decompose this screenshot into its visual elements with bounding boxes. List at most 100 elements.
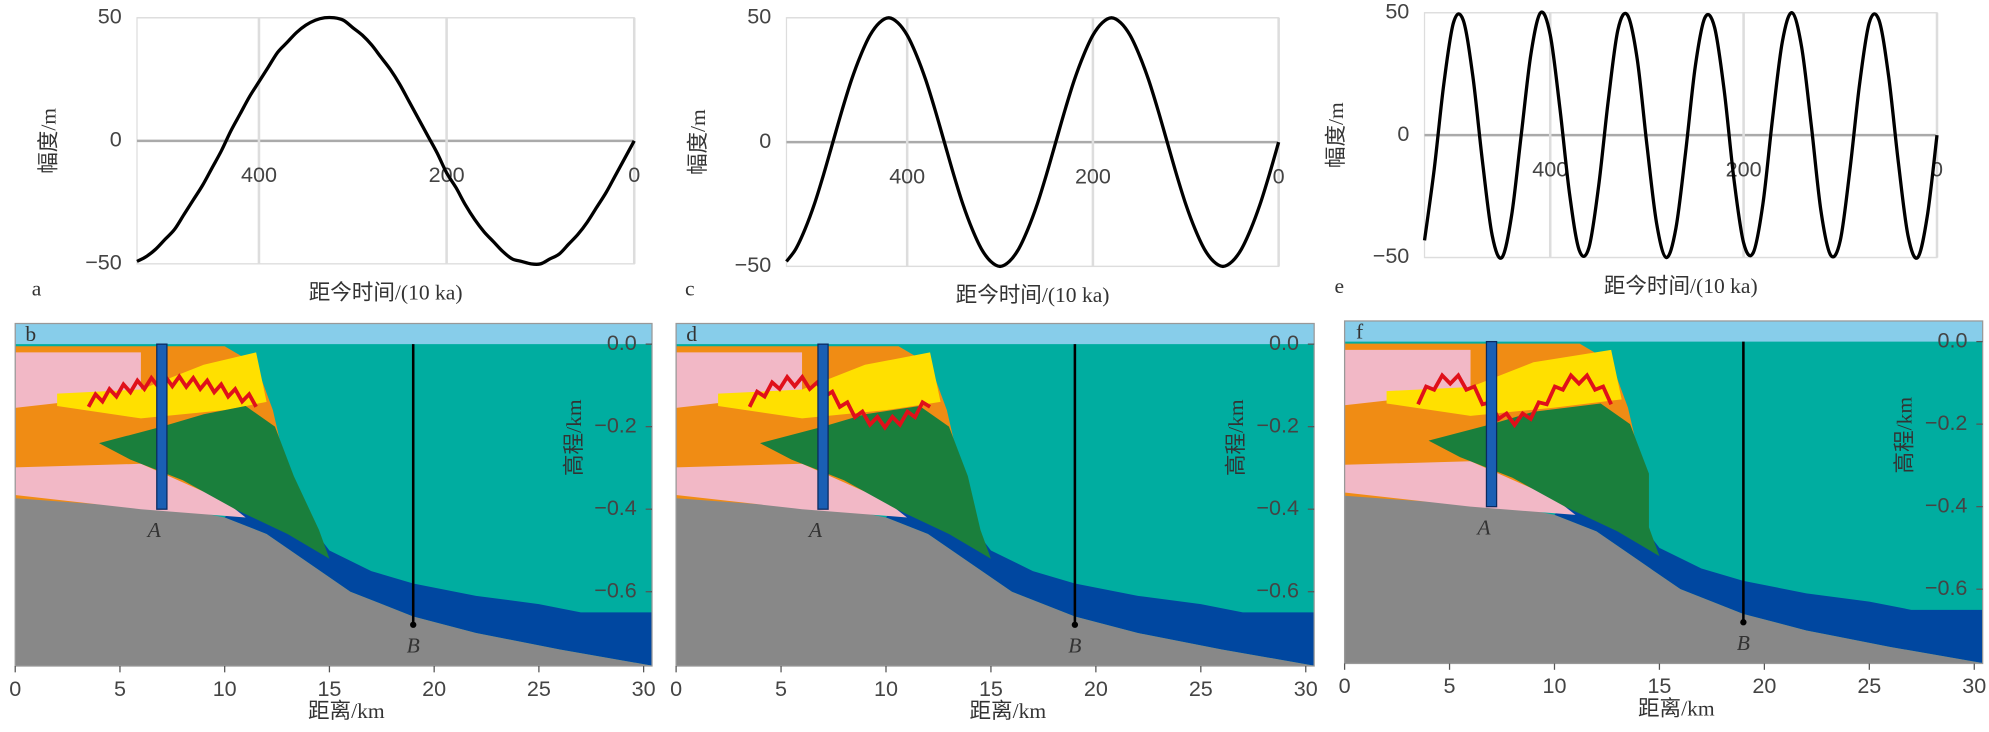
x-tick-label: 25 — [1857, 673, 1881, 698]
basement — [15, 492, 653, 666]
x-axis-title: 距离/km — [970, 699, 1047, 723]
x-tick-label: 20 — [1084, 676, 1108, 701]
x-tick-label: 0 — [628, 162, 640, 187]
panel-label: d — [686, 322, 697, 346]
x-tick-label: 10 — [1543, 673, 1567, 698]
x-tick-label: 30 — [1962, 673, 1986, 698]
marker-label: B — [407, 634, 420, 658]
x-tick-label: 0 — [1339, 673, 1351, 698]
section — [15, 323, 653, 666]
line — [1422, 10, 1939, 260]
sky — [676, 323, 1315, 345]
marker-label: A — [807, 518, 823, 542]
marker-label: B — [1068, 634, 1081, 658]
y-axis-title: 高程/km — [562, 399, 586, 476]
y-tick-label: 0 — [110, 127, 122, 152]
shelf-pink-lower — [1344, 461, 1576, 515]
well-a — [1485, 340, 1498, 508]
x-tick-label: 25 — [1189, 676, 1213, 701]
x-tick-label: 30 — [632, 676, 656, 701]
y-tick-label: 0 — [1397, 121, 1409, 146]
y-tick-label: −50 — [1373, 243, 1410, 268]
sky — [15, 323, 653, 345]
x-tick-label: 10 — [874, 676, 898, 701]
y-tick-label: 0 — [759, 128, 771, 153]
shoreline-trace — [1416, 372, 1613, 429]
x-tick-label: 0 — [670, 676, 682, 701]
basement — [1344, 490, 1983, 664]
slope-deposit — [1554, 477, 1983, 664]
y-axis-title: 高程/km — [1893, 397, 1917, 474]
x-tick-label: 20 — [1752, 673, 1776, 698]
y-tick-label: 50 — [747, 3, 771, 28]
marker-label: A — [146, 518, 162, 542]
y-axis-title: 高程/km — [1224, 399, 1248, 476]
y-tick-label: −0.4 — [1256, 495, 1299, 520]
panel-label: e — [1334, 274, 1344, 298]
x-tick-label: 30 — [1294, 676, 1318, 701]
x-tick-label: 400 — [241, 162, 277, 187]
panel-label: b — [25, 322, 36, 346]
x-tick-label: 200 — [1075, 163, 1111, 188]
x-axis-title: 距离/km — [308, 699, 385, 723]
x-axis-title: 距今时间/(10 ka) — [1604, 274, 1758, 298]
y-tick-label: −0.2 — [1256, 412, 1299, 437]
y-tick-label: −0.6 — [1925, 575, 1968, 600]
basement — [676, 492, 1315, 666]
section — [676, 323, 1315, 666]
plot-border — [675, 322, 1315, 667]
x-tick-label: 15 — [317, 676, 341, 701]
shelf-pink-lower — [676, 463, 907, 518]
well-b-foot — [410, 621, 417, 628]
panel-label: a — [32, 276, 42, 300]
slope-deposit — [224, 480, 653, 666]
slope-deposit — [885, 480, 1315, 666]
y-tick-label: −50 — [735, 252, 772, 277]
panel-label: c — [685, 276, 695, 300]
plot-border — [1343, 320, 1984, 665]
y-tick-label: 50 — [1385, 0, 1409, 23]
shelf-yellow — [718, 352, 941, 419]
y-tick-label: 0.0 — [1937, 327, 1967, 352]
y-tick-label: −0.2 — [1925, 410, 1968, 435]
x-tick-label: 20 — [422, 676, 446, 701]
line — [785, 16, 1281, 269]
plot-border — [14, 322, 653, 667]
y-tick-label: 50 — [98, 3, 122, 28]
x-axis-title: 距今时间/(10 ka) — [956, 283, 1110, 307]
marker-label: B — [1737, 631, 1750, 655]
x-tick-label: 5 — [775, 676, 787, 701]
y-tick-label: 0.0 — [1269, 330, 1299, 355]
well-a — [817, 343, 829, 510]
panel-label: f — [1356, 320, 1364, 344]
x-tick-label: 15 — [1647, 673, 1671, 698]
x-tick-label: 0 — [1273, 163, 1285, 188]
x-axis-title: 距离/km — [1638, 696, 1715, 720]
well-b-foot — [1740, 619, 1747, 626]
shoreline-trace — [747, 373, 932, 431]
x-tick-label: 5 — [1444, 673, 1456, 698]
line — [136, 15, 636, 267]
y-tick-label: −50 — [85, 250, 122, 275]
y-axis-title: 幅度/m — [37, 108, 61, 174]
y-tick-label: −0.6 — [1256, 577, 1299, 602]
x-axis-title: 距今时间/(10 ka) — [309, 280, 463, 304]
sky — [1344, 320, 1983, 342]
x-tick-label: 15 — [979, 676, 1003, 701]
x-tick-label: 25 — [527, 676, 551, 701]
x-tick-label: 0 — [9, 676, 21, 701]
y-tick-label: −0.2 — [594, 412, 637, 437]
x-tick-label: 400 — [1532, 156, 1568, 181]
y-tick-label: −0.4 — [594, 495, 637, 520]
y-tick-label: −0.6 — [594, 577, 637, 602]
shelf-yellow — [1386, 349, 1622, 416]
y-axis-title: 幅度/m — [686, 109, 710, 175]
y-tick-label: −0.4 — [1925, 492, 1968, 517]
shoreline-trace — [86, 373, 258, 408]
x-tick-label: 5 — [114, 676, 126, 701]
shelf-pink-lower — [15, 463, 246, 518]
section — [1344, 320, 1983, 664]
y-axis-title: 幅度/m — [1324, 102, 1348, 168]
marker-label: A — [1475, 515, 1491, 539]
